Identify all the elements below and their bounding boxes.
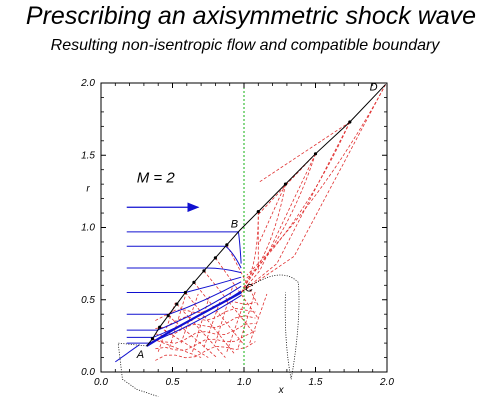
point-A-label: A: [136, 349, 144, 361]
mesh-line: [257, 183, 286, 246]
shock-marker: [225, 243, 229, 247]
mesh-line: [226, 244, 259, 306]
shock-wave: [146, 84, 386, 347]
mesh-line: [159, 326, 209, 358]
x-tick-label: 1.0: [237, 377, 251, 388]
shock-marker: [256, 210, 260, 214]
mesh-line: [152, 338, 202, 358]
x-tick-label: 0.0: [94, 377, 108, 388]
shock-marker: [283, 182, 288, 186]
shock-marker: [158, 325, 162, 329]
streamline: [185, 276, 242, 294]
mesh-line: [180, 293, 199, 344]
y-tick-label: 0.5: [81, 295, 95, 306]
point-D-label: D: [370, 81, 378, 93]
mach-label: M = 2: [137, 170, 176, 187]
streamline: [206, 267, 242, 274]
shock-layer: [146, 84, 386, 347]
mesh-line: [258, 121, 351, 184]
mesh-line: [155, 323, 256, 344]
mesh-line: [193, 282, 243, 344]
boundary-extension: [115, 344, 140, 363]
shock-marker: [213, 256, 217, 260]
mesh-line: [237, 290, 256, 348]
chart-subtitle: Resulting non-isentropic flow and compat…: [50, 37, 440, 54]
mesh-line: [226, 302, 245, 352]
mesh-line: [155, 307, 256, 329]
x-axis-label: x: [278, 385, 285, 396]
shock-marker: [313, 152, 318, 156]
mesh-line: [249, 293, 268, 344]
mesh-line: [243, 153, 316, 285]
streamline: [169, 281, 242, 315]
point-B-label: B: [231, 218, 238, 230]
mesh-line: [203, 298, 222, 348]
mesh-line: [155, 315, 256, 337]
mesh-line: [246, 84, 386, 276]
mesh-line: [185, 292, 235, 354]
streamline: [157, 285, 242, 331]
point-C-label: C: [245, 283, 253, 295]
shock-marker: [175, 302, 179, 306]
mesh-line: [155, 341, 256, 361]
mesh-line: [240, 84, 386, 293]
axes-frame: [100, 82, 388, 373]
body-contour: [117, 342, 159, 397]
y-tick-label: 0.0: [81, 367, 95, 378]
body-boundary: [146, 291, 242, 347]
mesh-line: [203, 270, 253, 332]
y-axis-label: r: [86, 183, 90, 194]
mesh-line: [240, 153, 316, 293]
shock-marker: [348, 120, 352, 124]
mesh-line: [176, 303, 226, 358]
mesh-line: [215, 257, 259, 319]
y-tick-label: 1.0: [81, 223, 95, 234]
labels: 0.00.0 0.5 0.5 1.0 1.0 1.5 1.5 2.0 2.0 x r M = 2 A B C…: [80, 78, 394, 396]
chart-title: Prescribing an axisymmetric shock wave: [25, 2, 477, 30]
streamlines: [115, 202, 300, 397]
x-tick-label: 1.5: [309, 377, 323, 388]
shock-marker: [166, 314, 170, 318]
y-tick-label: 2.0: [80, 78, 95, 89]
characteristic-mesh: [152, 84, 386, 361]
x-tick-label: 2.0: [379, 377, 394, 388]
shock-marker: [183, 290, 187, 295]
shock-marker: [150, 337, 155, 341]
x-tick-label: 0.5: [166, 377, 180, 388]
mesh-line: [155, 330, 256, 351]
streamline: [225, 245, 242, 269]
shock-marker: [202, 269, 206, 273]
shock-marker: [192, 280, 196, 285]
y-tick-label: 1.5: [81, 150, 95, 161]
streamline: [237, 231, 242, 264]
mesh-line: [157, 302, 176, 352]
